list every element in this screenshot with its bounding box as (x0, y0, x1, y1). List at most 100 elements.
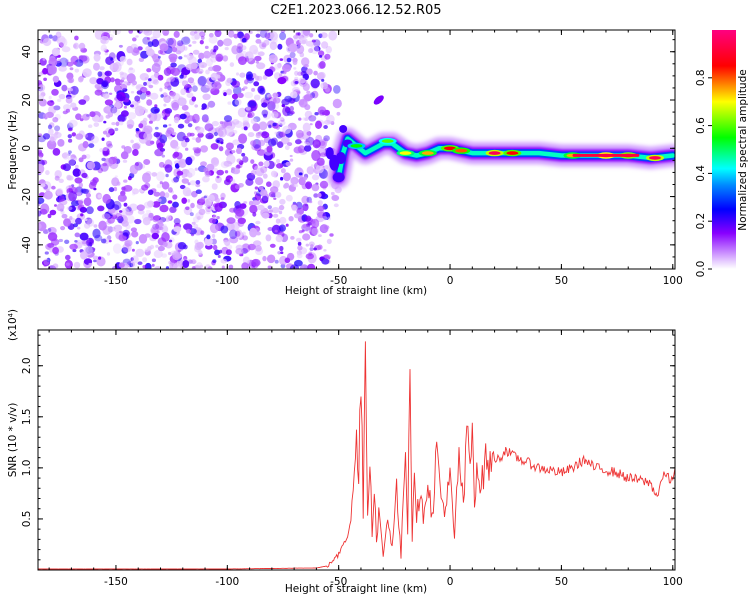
noise-speckle (166, 215, 172, 221)
noise-speckle (93, 168, 97, 171)
noise-speckle (43, 229, 49, 234)
noise-speckle (248, 114, 253, 119)
noise-speckle (179, 96, 183, 100)
noise-speckle (61, 84, 68, 92)
noise-speckle (165, 266, 170, 269)
noise-speckle (97, 205, 105, 212)
noise-speckle (218, 146, 224, 152)
noise-speckle (106, 252, 111, 256)
noise-speckle (279, 164, 284, 168)
noise-speckle (290, 176, 299, 185)
noise-speckle (94, 30, 104, 40)
noise-speckle (296, 44, 305, 54)
noise-speckle (319, 55, 323, 58)
noise-speckle (52, 35, 58, 42)
noise-speckle (139, 86, 148, 94)
noise-speckle (252, 199, 261, 206)
noise-speckle (148, 212, 154, 218)
noise-speckle (87, 218, 95, 227)
noise-speckle (272, 97, 281, 104)
noise-speckle (336, 111, 341, 116)
noise-speckle (129, 263, 134, 267)
noise-speckle (157, 55, 161, 59)
noise-speckle (305, 243, 309, 247)
noise-speckle (225, 142, 234, 150)
noise-speckle (298, 77, 306, 84)
noise-speckle (58, 65, 67, 72)
noise-speckle (272, 213, 279, 218)
noise-speckle (38, 156, 43, 161)
noise-speckle (277, 77, 287, 85)
noise-speckle (79, 232, 89, 241)
noise-speckle (122, 229, 130, 237)
noise-speckle (304, 140, 310, 145)
noise-speckle (142, 172, 151, 184)
noise-speckle (254, 55, 262, 62)
noise-speckle (102, 150, 109, 157)
noise-speckle (88, 143, 95, 149)
noise-speckle (70, 154, 76, 160)
top-y-tick-label: 20 (21, 93, 33, 106)
noise-speckle (248, 30, 253, 35)
echo-hotspot (421, 151, 434, 155)
noise-speckle (317, 244, 323, 250)
noise-speckle (288, 216, 294, 222)
noise-speckle (57, 98, 62, 102)
noise-speckle (179, 74, 184, 79)
noise-speckle (158, 198, 162, 202)
noise-speckle (302, 30, 310, 36)
noise-speckle (213, 45, 219, 51)
noise-speckle (88, 262, 93, 266)
noise-speckle (267, 205, 272, 210)
noise-speckle (114, 101, 122, 109)
noise-speckle (301, 229, 305, 233)
noise-speckle (330, 121, 335, 125)
echo-strong-band (572, 153, 640, 157)
noise-speckle (187, 123, 193, 128)
noise-speckle (298, 117, 302, 121)
noise-speckle (232, 129, 238, 135)
noise-speckle (156, 142, 164, 150)
noise-speckle (229, 229, 238, 240)
noise-speckle (205, 205, 213, 213)
noise-speckle (45, 170, 50, 176)
noise-speckle (127, 112, 137, 120)
noise-speckle (88, 139, 94, 145)
noise-speckle (265, 234, 272, 242)
noise-speckle (195, 180, 201, 185)
noise-speckle (243, 126, 248, 131)
noise-speckle (246, 71, 253, 80)
noise-speckle (80, 251, 88, 260)
noise-speckle (192, 147, 198, 151)
noise-speckle (319, 180, 329, 189)
noise-speckle (147, 114, 152, 118)
noise-speckle (318, 139, 327, 149)
noise-speckle (172, 194, 178, 200)
noise-speckle (307, 222, 312, 226)
noise-speckle (78, 42, 86, 50)
noise-speckle (52, 247, 59, 255)
noise-speckle (153, 191, 161, 197)
noise-speckle (78, 200, 84, 205)
noise-speckle (187, 77, 195, 84)
noise-speckle (130, 227, 137, 232)
noise-speckle (151, 172, 158, 177)
noise-speckle (305, 215, 312, 222)
noise-speckle (85, 239, 94, 247)
bottom-y-tick-label: 2.0 (21, 357, 33, 374)
noise-speckle (166, 127, 175, 135)
noise-speckle (185, 206, 190, 211)
spectrogram-frame (37, 29, 676, 270)
noise-speckle (168, 187, 173, 193)
noise-speckle (236, 147, 242, 154)
noise-speckle (191, 96, 197, 102)
noise-speckle (159, 87, 163, 92)
colorbar-tick-label: 0.4 (695, 165, 707, 182)
noise-speckle (212, 65, 222, 72)
noise-speckle (252, 212, 257, 217)
noise-speckle (106, 133, 111, 138)
figure-title: C2E1.2023.066.12.52.R05 (270, 3, 441, 18)
noise-speckle (305, 225, 312, 233)
top-x-tick-label: -150 (104, 275, 128, 287)
noise-speckle (253, 81, 260, 87)
